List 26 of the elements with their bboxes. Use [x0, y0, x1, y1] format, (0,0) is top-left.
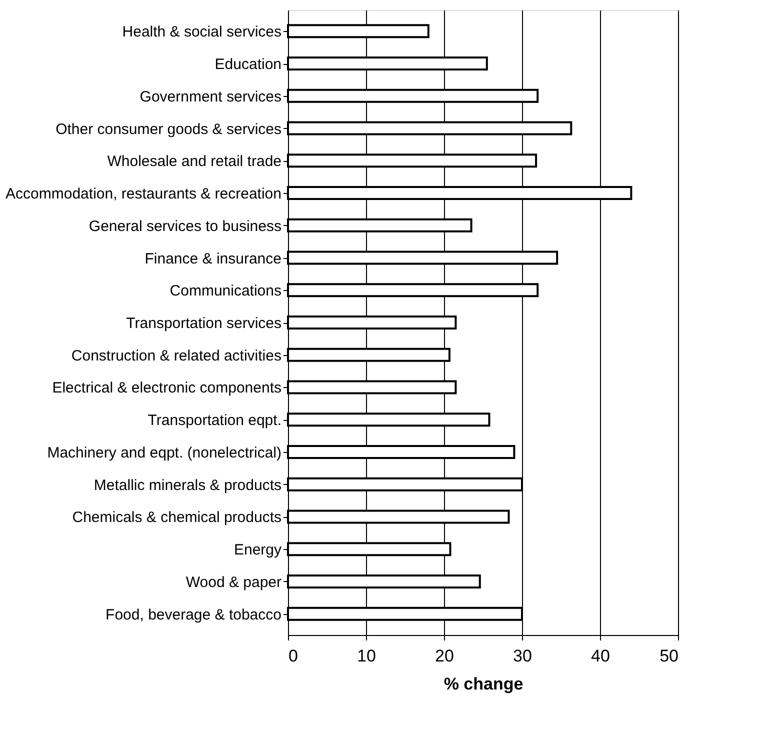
y-tick-label: Wood & paper [186, 574, 282, 591]
y-tick-label: Electrical & electronic components [52, 380, 282, 397]
y-tick-label: Chemicals & chemical products [72, 509, 282, 526]
x-tick-label: 10 [357, 646, 376, 666]
y-tick-label: Transportation services [126, 315, 282, 332]
y-tick-label: Communications [170, 282, 282, 300]
x-tick-label: 40 [591, 646, 610, 666]
x-axis-title: % change [444, 674, 524, 694]
x-tick-label: 50 [660, 646, 678, 666]
y-tick-label: Construction & related activities [71, 347, 282, 364]
x-tick-label: 0 [288, 646, 298, 666]
y-tick-label: Other consumer goods & services [56, 120, 282, 138]
y-tick-label: Machinery and eqpt. (nonelectrical) [47, 444, 282, 462]
y-tick-label: Transportation eqpt. [148, 412, 282, 430]
y-tick-label: Finance & insurance [144, 250, 282, 268]
y-tick-label: Energy [234, 542, 282, 559]
y-tick-label: Wholesale and retail trade [107, 153, 282, 170]
y-tick-label: Accommodation, restaurants & recreation [6, 186, 282, 203]
y-tick-label: Metallic minerals & products [94, 476, 282, 494]
x-tick-label: 20 [435, 646, 454, 666]
y-tick-label: Government services [140, 88, 282, 106]
y-tick-label: Health & social services [122, 24, 282, 41]
x-tick-label: 30 [513, 646, 532, 666]
y-tick-label: General services to business [88, 218, 282, 235]
y-tick-label: Education [214, 56, 282, 74]
y-tick-label: Food, beverage & tobacco [106, 606, 282, 624]
